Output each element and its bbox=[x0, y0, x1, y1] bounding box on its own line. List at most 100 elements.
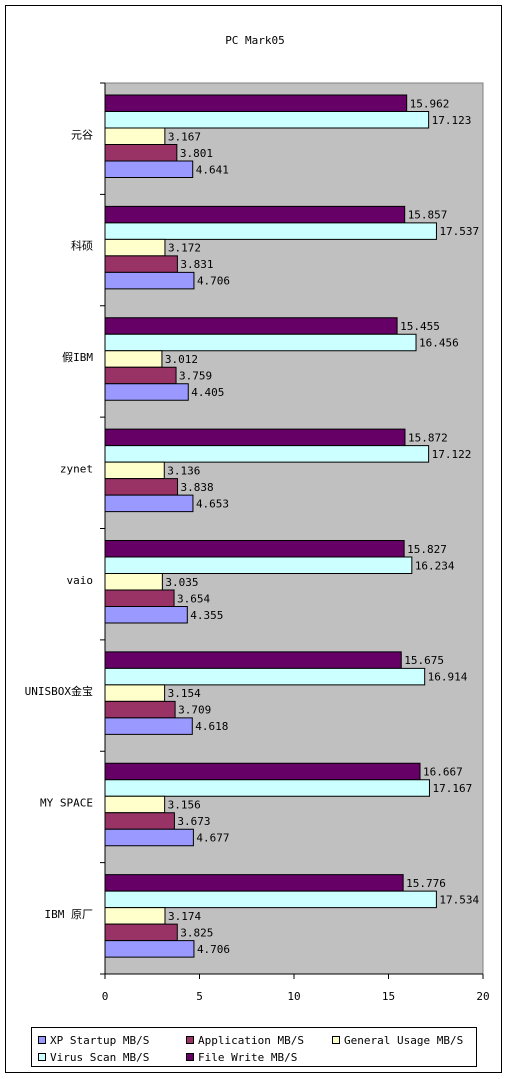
data-label: 15.455 bbox=[400, 320, 440, 333]
legend-swatch bbox=[332, 1036, 340, 1044]
bar bbox=[104, 684, 166, 702]
legend-label: Virus Scan MB/S bbox=[50, 1050, 150, 1064]
x-tick-label: 15 bbox=[382, 990, 395, 1003]
data-label: 15.827 bbox=[407, 543, 447, 556]
data-label: 3.831 bbox=[180, 258, 213, 271]
bar bbox=[104, 779, 430, 797]
bar bbox=[104, 874, 404, 892]
legend-entry: XP Startup MB/S bbox=[38, 1033, 149, 1047]
data-label: 15.675 bbox=[404, 654, 444, 667]
bar bbox=[104, 383, 189, 401]
bar bbox=[104, 222, 437, 240]
legend-entry: Application MB/S bbox=[186, 1033, 304, 1047]
x-tick-label: 0 bbox=[102, 990, 109, 1003]
data-label: 15.872 bbox=[408, 431, 448, 444]
data-label: 4.706 bbox=[197, 943, 230, 956]
bar bbox=[104, 795, 166, 814]
bar bbox=[104, 573, 163, 591]
category-label: zynet bbox=[60, 462, 93, 475]
data-label: 4.677 bbox=[196, 832, 229, 845]
data-label: 3.709 bbox=[178, 704, 211, 717]
data-label: 16.667 bbox=[423, 766, 463, 779]
bar bbox=[104, 127, 166, 145]
bar bbox=[104, 160, 194, 178]
data-label: 4.653 bbox=[196, 497, 229, 510]
bar bbox=[104, 478, 179, 496]
bar bbox=[104, 111, 430, 129]
bar bbox=[104, 271, 195, 290]
bar bbox=[104, 238, 166, 257]
legend-label: File Write MB/S bbox=[198, 1050, 298, 1064]
data-label: 3.012 bbox=[165, 353, 198, 366]
x-tick-label: 5 bbox=[196, 990, 203, 1003]
data-label: 16.914 bbox=[428, 671, 468, 684]
data-label: 3.174 bbox=[168, 910, 201, 923]
legend-entry: File Write MB/S bbox=[186, 1050, 297, 1064]
data-label: 17.167 bbox=[432, 782, 472, 795]
bar bbox=[104, 700, 176, 719]
data-label: 3.154 bbox=[168, 687, 201, 700]
bar bbox=[104, 428, 406, 447]
legend-swatch bbox=[38, 1053, 46, 1061]
bar bbox=[104, 651, 402, 669]
data-label: 16.456 bbox=[419, 337, 459, 350]
category-label: 假IBM bbox=[62, 350, 93, 364]
bar bbox=[104, 317, 398, 335]
legend-entry: Virus Scan MB/S bbox=[38, 1050, 149, 1064]
x-tick-label: 10 bbox=[287, 990, 300, 1003]
legend-entry: General Usage MB/S bbox=[332, 1033, 463, 1047]
bar bbox=[104, 762, 421, 781]
bar bbox=[104, 907, 166, 925]
category-label: vaio bbox=[67, 574, 94, 587]
legend-label: General Usage MB/S bbox=[344, 1033, 464, 1047]
data-label: 3.838 bbox=[181, 481, 214, 494]
data-label: 15.962 bbox=[410, 97, 450, 110]
bar bbox=[104, 94, 408, 112]
data-label: 3.673 bbox=[177, 815, 210, 828]
data-label: 3.156 bbox=[168, 799, 201, 812]
chart-title: PC Mark05 bbox=[225, 34, 285, 47]
bar bbox=[104, 350, 163, 368]
legend-swatch bbox=[38, 1036, 46, 1044]
legend-label: XP Startup MB/S bbox=[50, 1033, 150, 1047]
data-label: 3.167 bbox=[168, 130, 201, 143]
data-label: 4.405 bbox=[191, 386, 224, 399]
bar bbox=[104, 667, 426, 686]
category-label: IBM 原厂 bbox=[45, 908, 94, 921]
x-tick-label: 20 bbox=[476, 990, 489, 1003]
bar bbox=[104, 556, 413, 574]
bar bbox=[104, 606, 188, 624]
data-label: 15.776 bbox=[406, 877, 446, 890]
data-label: 17.122 bbox=[432, 448, 472, 461]
plot-area: 15.962 17.123 3.167 3.801 4.641 元谷 15.857 17.53… bbox=[25, 82, 490, 1003]
data-label: 3.801 bbox=[180, 147, 213, 160]
bar bbox=[104, 144, 178, 162]
legend-swatch bbox=[186, 1036, 194, 1044]
bar bbox=[104, 812, 175, 830]
bar bbox=[104, 828, 194, 847]
bar bbox=[104, 717, 193, 735]
chart-legend: XP Startup MB/S Application MB/S General… bbox=[31, 1027, 477, 1067]
data-label: 4.355 bbox=[190, 609, 223, 622]
data-label: 4.641 bbox=[196, 163, 229, 176]
data-label: 15.857 bbox=[408, 209, 448, 222]
bar bbox=[104, 923, 178, 942]
bar bbox=[104, 366, 177, 385]
data-label: 16.234 bbox=[415, 559, 455, 572]
legend-swatch bbox=[186, 1053, 194, 1061]
data-label: 3.035 bbox=[165, 576, 198, 589]
bar bbox=[104, 589, 175, 607]
bar bbox=[104, 333, 417, 352]
data-label: 4.706 bbox=[197, 275, 230, 288]
data-label: 3.654 bbox=[177, 592, 210, 605]
data-label: 3.136 bbox=[167, 464, 200, 477]
bar bbox=[104, 461, 165, 480]
bar bbox=[104, 255, 178, 273]
category-label: 元谷 bbox=[71, 128, 93, 141]
bar bbox=[104, 540, 405, 558]
data-label: 3.759 bbox=[179, 370, 212, 383]
data-label: 3.172 bbox=[168, 242, 201, 255]
category-label: 科硕 bbox=[71, 239, 93, 253]
legend-label: Application MB/S bbox=[198, 1033, 304, 1047]
data-label: 17.534 bbox=[439, 893, 479, 906]
